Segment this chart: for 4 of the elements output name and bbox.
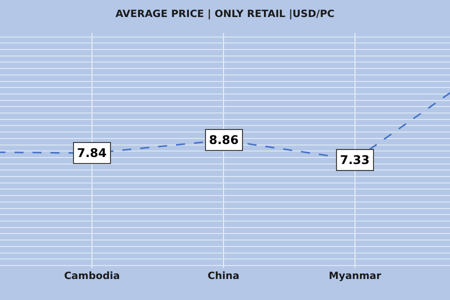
x-tick-label: Cambodia bbox=[64, 271, 120, 282]
x-tick-label: China bbox=[208, 271, 240, 282]
chart-title: AVERAGE PRICE | ONLY RETAIL |USD/PC bbox=[115, 9, 335, 20]
x-tick-label: Myanmar bbox=[328, 271, 382, 282]
